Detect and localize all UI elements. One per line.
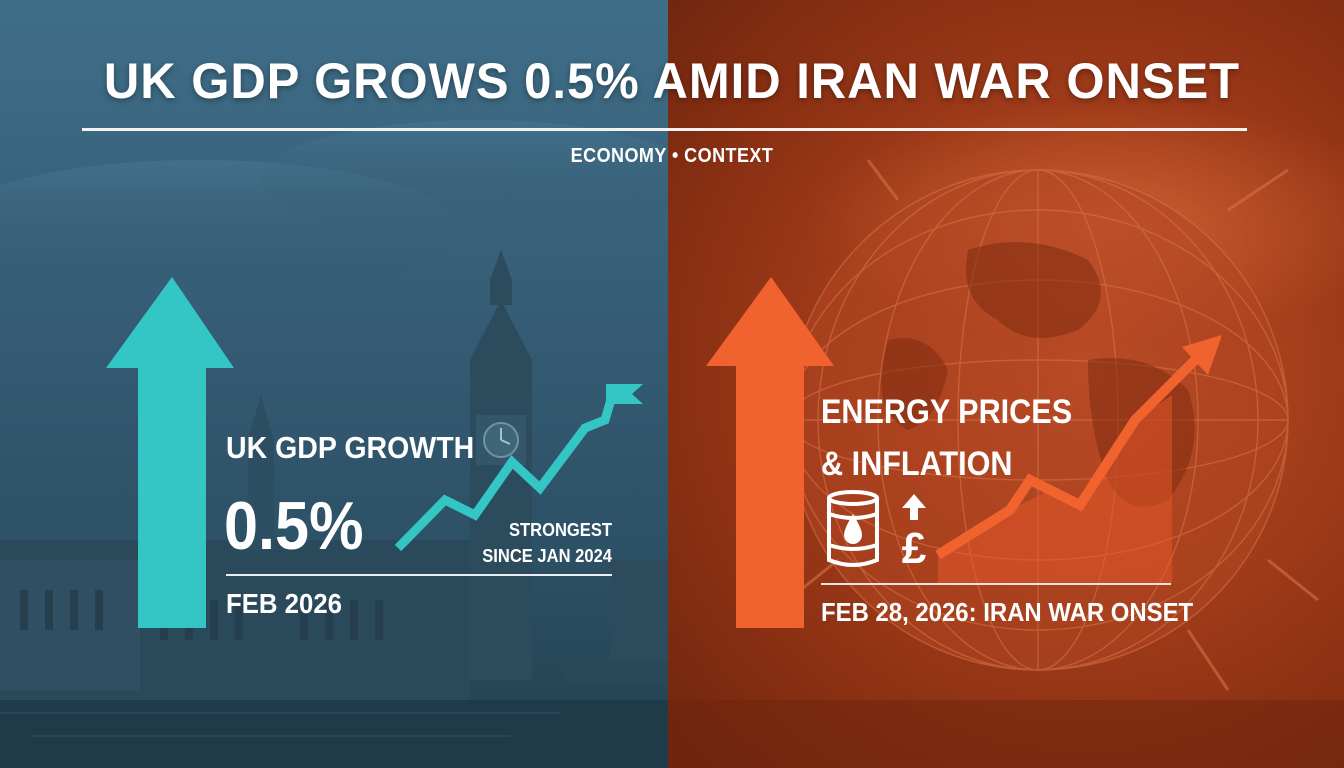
category-label: ECONOMY • CONTEXT — [570, 145, 774, 167]
right-divider — [821, 583, 1171, 585]
london-skyline-background — [0, 120, 668, 768]
iran-war-date: FEB 28, 2026: IRAN WAR ONSET — [821, 597, 1194, 627]
left-panel — [0, 0, 668, 768]
headline-divider — [82, 128, 1247, 131]
gdp-growth-label: UK GDP GROWTH — [226, 430, 475, 465]
globe-background — [668, 100, 1344, 768]
energy-prices-title: ENERGY PRICES & INFLATION — [821, 393, 1073, 483]
gdp-date: FEB 2026 — [226, 588, 342, 619]
right-panel — [668, 0, 1344, 768]
left-divider — [226, 574, 612, 576]
gdp-growth-value: 0.5% — [224, 488, 364, 564]
strongest-since-note: STRONGEST SINCE JAN 2024 — [482, 520, 612, 566]
headline: UK GDP GROWS 0.5% AMID IRAN WAR ONSET — [103, 53, 1241, 109]
